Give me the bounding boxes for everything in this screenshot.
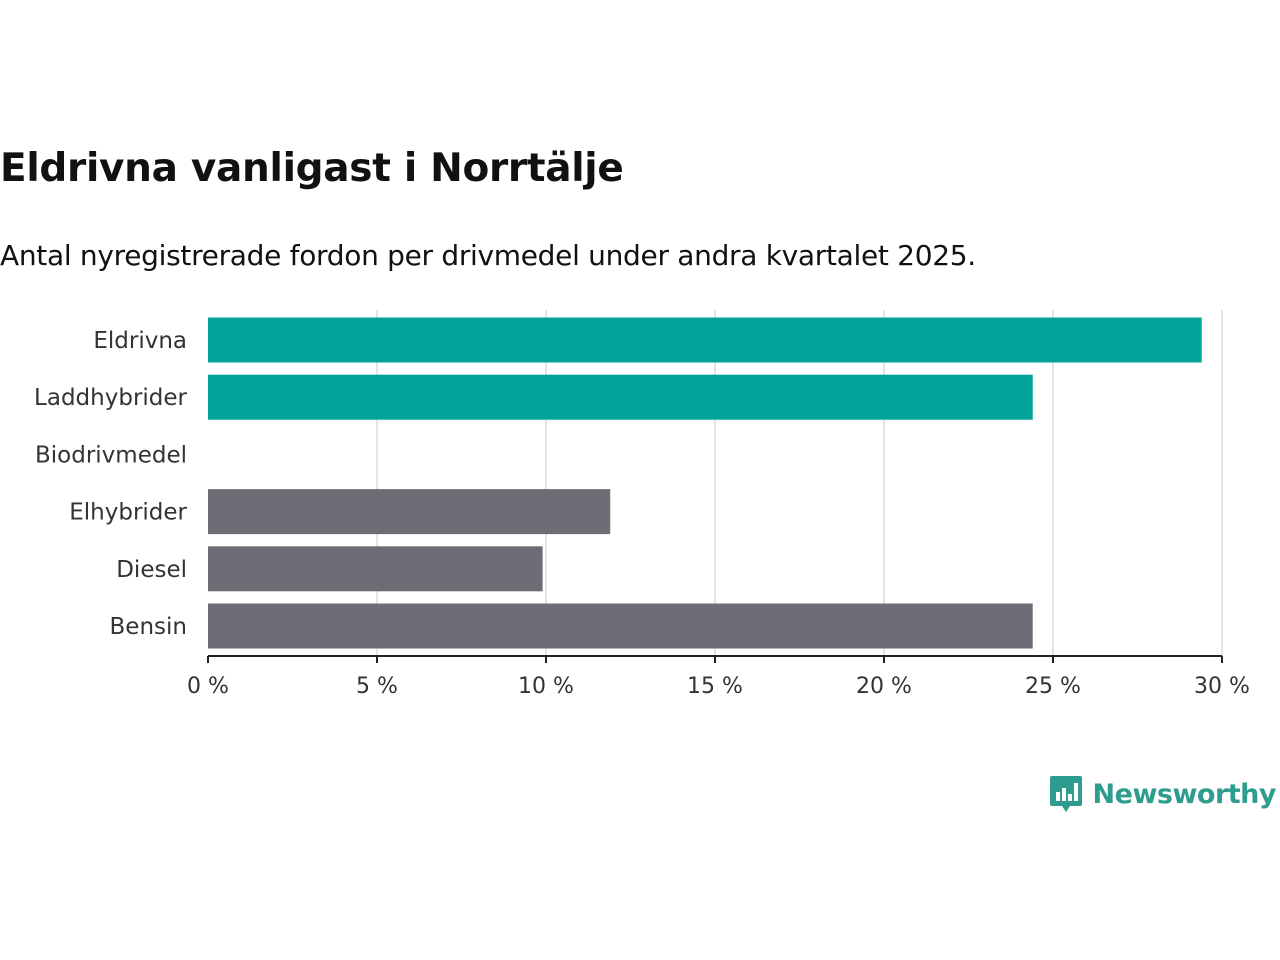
- chart-title: Eldrivna vanligast i Norrtälje: [0, 146, 624, 191]
- brand-logo: Newsworthy: [1049, 774, 1277, 814]
- category-label: Bensin: [110, 614, 187, 640]
- x-tick-label: 5 %: [356, 674, 398, 699]
- category-label: Eldrivna: [93, 328, 187, 354]
- x-tick-label: 10 %: [518, 674, 574, 699]
- x-tick-label: 15 %: [687, 674, 743, 699]
- brand-name: Newsworthy: [1092, 778, 1277, 810]
- bar: [208, 546, 543, 592]
- category-label: Laddhybrider: [34, 385, 187, 411]
- bar: [208, 317, 1202, 363]
- x-tick-label: 30 %: [1194, 674, 1250, 699]
- x-tick-label: 0 %: [187, 674, 229, 699]
- bar: [208, 603, 1033, 649]
- chart-subtitle: Antal nyregistrerade fordon per drivmede…: [0, 239, 976, 272]
- category-label: Biodrivmedel: [35, 442, 187, 468]
- category-label: Elhybrider: [69, 500, 187, 526]
- bar: [208, 374, 1033, 420]
- newsworthy-logo-icon: [1049, 776, 1082, 812]
- x-tick-label: 20 %: [856, 674, 912, 699]
- x-tick-label: 25 %: [1025, 674, 1081, 699]
- category-label: Diesel: [116, 557, 187, 583]
- bar: [208, 489, 611, 535]
